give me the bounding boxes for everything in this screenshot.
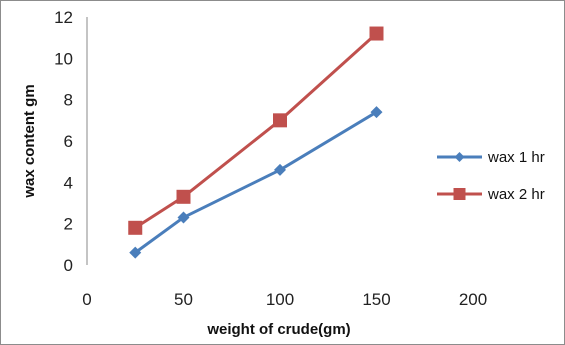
legend-item: wax 2 hr [437,186,545,203]
legend-marker-diamond [454,152,465,162]
legend: wax 1 hr wax 2 hr [437,149,545,203]
data-point-square [128,220,143,235]
y-axis-title: wax content gm [21,84,38,198]
data-point-square [176,189,191,204]
series-line [134,110,378,254]
x-axis-title: weight of crude(gm) [206,321,350,338]
x-tick-label: 0 [82,290,91,309]
legend-marker-square [453,188,466,200]
y-tick-label: 0 [64,256,73,275]
y-tick-label: 8 [64,91,73,110]
data-point-diamond [177,211,190,224]
y-tick-label: 10 [54,49,73,68]
legend-label: wax 2 hr [487,186,545,203]
x-tick-labels: 0 50 100 150 200 [82,290,487,309]
series-line [134,32,378,230]
x-tick-label: 100 [266,290,294,309]
y-tick-label: 12 [54,8,73,27]
x-tick-label: 200 [459,290,487,309]
y-tick-labels: 0 2 4 6 8 10 12 [54,8,73,275]
x-tick-label: 150 [362,290,390,309]
data-point-diamond [274,163,286,176]
legend-label: wax 1 hr [487,149,545,166]
data-point-diamond [370,106,383,119]
y-tick-label: 6 [64,132,73,151]
data-point-square [369,26,384,41]
data-point-square [273,113,287,128]
y-tick-label: 2 [64,215,73,234]
legend-item: wax 1 hr [437,149,545,166]
series-1 [129,106,383,259]
series-layer [128,26,384,259]
x-tick-label: 50 [174,290,193,309]
y-tick-label: 4 [64,173,73,192]
data-point-diamond [129,246,142,259]
series-2 [128,26,384,235]
